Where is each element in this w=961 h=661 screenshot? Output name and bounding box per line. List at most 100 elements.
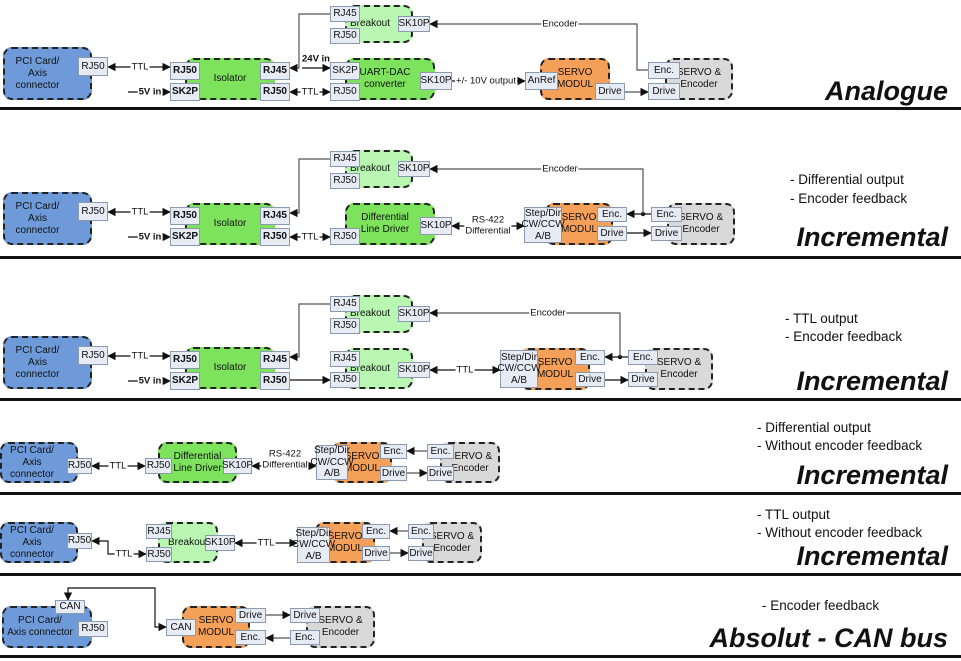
port-rj50: RJ50 bbox=[330, 372, 360, 388]
port-sk10p: SK10P bbox=[398, 362, 430, 378]
port-rj45: RJ45 bbox=[330, 6, 360, 22]
section-note: - Without encoder feedback bbox=[757, 525, 923, 540]
port-rj45: RJ45 bbox=[330, 351, 360, 367]
port-enc: Enc. bbox=[597, 207, 627, 222]
port-enc: Enc. bbox=[408, 524, 434, 539]
port-drive: Drive bbox=[575, 372, 605, 387]
wire-label-ttl: TTL bbox=[130, 206, 150, 218]
port-step-dir: Step/Dir CW/CCW A/B bbox=[521, 207, 565, 243]
section-note: - TTL output bbox=[757, 507, 830, 522]
port-enc: Enc. bbox=[380, 444, 407, 459]
port-drive: Drive bbox=[362, 546, 390, 561]
pci-card-block: PCI Card/ Axis connector bbox=[3, 336, 92, 389]
port-sk10p: SK10P bbox=[398, 161, 430, 177]
section-title: Incremental bbox=[796, 222, 948, 252]
port-sk10p: SK10P bbox=[398, 306, 430, 322]
port-step-dir: Step/Dir CW/CCW A/B bbox=[291, 527, 336, 563]
port-rj50: RJ50 bbox=[78, 57, 108, 76]
port-rj45: RJ45 bbox=[260, 351, 290, 369]
port-drive: Drive bbox=[290, 608, 320, 623]
port-rj50: RJ50 bbox=[145, 458, 172, 474]
wire-label-ttl: TTL bbox=[256, 537, 276, 549]
port-drive: Drive bbox=[235, 608, 266, 623]
wire bbox=[289, 158, 330, 218]
wire-label-v24-in: 24V in bbox=[302, 53, 330, 65]
port-drive: Drive bbox=[595, 83, 625, 100]
port-drive: Drive bbox=[651, 226, 682, 241]
port-drive: Drive bbox=[427, 466, 454, 481]
port-rj45: RJ45 bbox=[260, 207, 290, 225]
port-drive: Drive bbox=[648, 83, 680, 100]
port-sk2p: SK2P bbox=[330, 62, 360, 80]
port-rj50: RJ50 bbox=[78, 202, 108, 221]
port-rj50: RJ50 bbox=[78, 621, 108, 637]
port-rj50: RJ50 bbox=[260, 372, 290, 390]
port-can: CAN bbox=[55, 600, 85, 614]
port-drive: Drive bbox=[408, 546, 434, 561]
wire-label-encoder: Encoder bbox=[529, 307, 567, 319]
port-rj45: RJ45 bbox=[260, 62, 290, 80]
section-note: - Differential output bbox=[757, 420, 871, 435]
port-rj50: RJ50 bbox=[330, 173, 360, 189]
wire-label-analog-out: +/- 10V output bbox=[455, 75, 517, 87]
section-divider bbox=[0, 398, 961, 401]
wire-label-rs422: RS-422 Differential bbox=[261, 448, 309, 472]
port-drive: Drive bbox=[628, 372, 658, 387]
section-note: - TTL output bbox=[785, 311, 858, 326]
port-sk2p: SK2P bbox=[170, 228, 200, 246]
port-enc: Enc. bbox=[235, 630, 266, 645]
wire-label-ttl: TTL bbox=[300, 231, 320, 243]
diff-line-driver-block: Differential Line Driver bbox=[345, 203, 435, 245]
port-rj50: RJ50 bbox=[330, 83, 360, 101]
port-step-dir: Step/Dir CW/CCW A/B bbox=[497, 350, 541, 388]
port-rj45: RJ45 bbox=[330, 296, 360, 312]
wire-label-ttl: TTL bbox=[108, 460, 128, 472]
port-drive: Drive bbox=[380, 466, 407, 481]
port-sk10p: SK10P bbox=[204, 535, 236, 551]
section-title: Incremental bbox=[796, 541, 948, 571]
pci-card-block: PCI Card/ Axis connector bbox=[0, 522, 78, 563]
port-sk10p: SK10P bbox=[222, 458, 253, 474]
port-enc: Enc. bbox=[648, 62, 680, 79]
port-step-dir: Step/Dir CW/CCW A/B bbox=[310, 445, 354, 480]
port-enc: Enc. bbox=[427, 444, 454, 459]
port-anref: AnRef bbox=[525, 72, 558, 90]
port-sk10p: SK10P bbox=[398, 16, 430, 32]
port-rj50: RJ50 bbox=[170, 62, 200, 80]
port-enc: Enc. bbox=[628, 350, 658, 365]
wire-label-ttl: TTL bbox=[130, 350, 150, 362]
wire-label-rs422: RS-422 Differential bbox=[464, 214, 512, 238]
port-rj50: RJ50 bbox=[260, 83, 290, 101]
port-rj50: RJ50 bbox=[330, 318, 360, 334]
port-rj45: RJ45 bbox=[146, 524, 172, 539]
wire-label-v5-in: 5V in bbox=[137, 86, 163, 98]
section-note: - Encoder feedback bbox=[785, 329, 903, 344]
section-divider bbox=[0, 573, 961, 576]
section-note: - Encoder feedback bbox=[762, 598, 880, 613]
wire bbox=[289, 303, 330, 362]
section-divider bbox=[0, 107, 961, 110]
port-rj50: RJ50 bbox=[67, 533, 92, 549]
port-enc: Enc. bbox=[290, 630, 320, 645]
pci-card-block: PCI Card/ Axis connector bbox=[3, 47, 92, 100]
wire-label-encoder: Encoder bbox=[541, 18, 579, 30]
port-enc: Enc. bbox=[651, 207, 682, 222]
port-sk2p: SK2P bbox=[170, 83, 200, 101]
port-rj50: RJ50 bbox=[170, 351, 200, 369]
wire bbox=[289, 13, 330, 73]
port-rj50: RJ50 bbox=[170, 207, 200, 225]
wire-label-ttl: TTL bbox=[114, 548, 134, 560]
wire-label-ttl: TTL bbox=[300, 86, 320, 98]
wire-label-encoder: Encoder bbox=[541, 163, 579, 175]
pci-card-block: PCI Card/ Axis connector bbox=[3, 192, 92, 245]
wire-label-ttl: TTL bbox=[130, 61, 150, 73]
section-note: - Encoder feedback bbox=[790, 191, 908, 206]
section-title: Absolut - CAN bus bbox=[709, 623, 948, 653]
wire bbox=[429, 19, 648, 71]
port-rj50: RJ50 bbox=[67, 458, 92, 474]
port-sk2p: SK2P bbox=[170, 372, 200, 390]
port-rj50: RJ50 bbox=[330, 28, 360, 44]
section-title: Analogue bbox=[824, 76, 948, 106]
section-divider bbox=[0, 655, 961, 658]
